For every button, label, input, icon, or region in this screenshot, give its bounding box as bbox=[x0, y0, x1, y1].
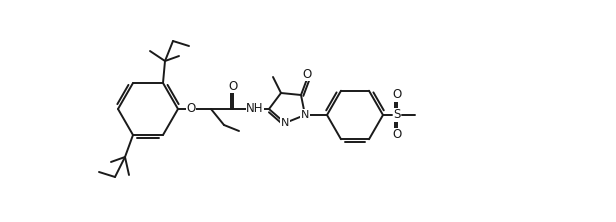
Text: O: O bbox=[187, 103, 196, 115]
Text: O: O bbox=[229, 79, 238, 93]
Text: S: S bbox=[393, 109, 400, 121]
Text: O: O bbox=[302, 67, 312, 81]
Text: N: N bbox=[301, 110, 309, 120]
Text: NH: NH bbox=[246, 103, 264, 115]
Text: O: O bbox=[392, 129, 402, 141]
Text: O: O bbox=[392, 89, 402, 101]
Text: N: N bbox=[281, 118, 289, 128]
